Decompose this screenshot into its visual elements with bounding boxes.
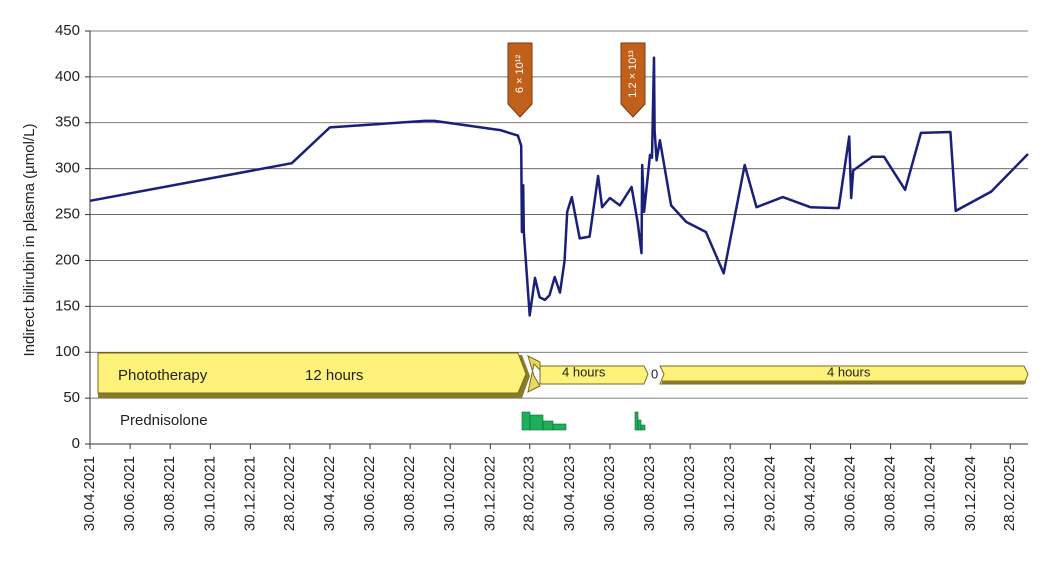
prednisolone-doses <box>521 411 646 431</box>
phototherapy-bar <box>97 352 527 394</box>
phototherapy-duration: 12 hours <box>305 367 363 384</box>
y-tick-label: 150 <box>55 297 80 314</box>
dose-step <box>640 424 646 431</box>
phototherapy-duration: 4 hours <box>562 364 606 379</box>
dose-label: 6 × 10¹² <box>514 55 526 94</box>
y-tick-label: 250 <box>55 206 80 223</box>
y-tick-label: 0 <box>72 435 80 452</box>
dose-step <box>552 423 567 431</box>
phototherapy-label: Phototherapy <box>118 367 208 384</box>
taper <box>527 355 541 393</box>
x-tick-label: 28.02.2025 <box>1001 456 1018 531</box>
phototherapy-duration: 4 hours <box>827 364 871 379</box>
dose-step <box>637 419 642 431</box>
x-tick-label: 30.04.2023 <box>561 456 578 531</box>
y-tick-label: 50 <box>63 389 80 406</box>
x-tick-label: 30.04.2022 <box>321 456 338 531</box>
phototherapy-bar <box>539 365 649 385</box>
x-tick-label: 30.08.2021 <box>161 456 178 531</box>
x-tick-label: 30.12.2022 <box>481 456 498 531</box>
plot <box>89 56 1029 317</box>
x-tick-label: 29.02.2024 <box>761 456 778 531</box>
x-tick-label: 30.06.2021 <box>121 456 138 531</box>
y-tick-label: 350 <box>55 114 80 131</box>
x-tick-label: 30.04.2021 <box>81 456 98 531</box>
y-tick-label: 450 <box>55 22 80 39</box>
x-tick-label: 28.02.2022 <box>281 456 298 531</box>
grid: 0 50 100 150 200 250 300 350 400 450 30.04.2021 30.… <box>55 22 1028 531</box>
line <box>89 56 1029 317</box>
phototherapy-bars <box>97 352 1029 398</box>
dose-label: 1.2 × 10¹³ <box>627 50 639 98</box>
dose-marker <box>507 42 533 118</box>
phototherapy-bar <box>659 365 1029 385</box>
phototherapy-duration: 0 <box>651 366 658 381</box>
y-tick-label: 400 <box>55 68 80 85</box>
x-tick-label: 30.06.2024 <box>841 456 858 531</box>
x-tick-label: 30.12.2021 <box>241 456 258 531</box>
y-axis-label: Indirect bilirubin in plasma (µmol/L) <box>21 124 38 357</box>
x-tick-label: 30.12.2024 <box>962 456 979 531</box>
x-tick-label: 30.10.2021 <box>201 456 218 531</box>
dose-marker <box>620 42 646 118</box>
x-tick-label: 30.04.2024 <box>801 456 818 531</box>
y-tick-label: 300 <box>55 160 80 177</box>
x-tick-label: 30.12.2023 <box>721 456 738 531</box>
dose-step <box>542 420 554 431</box>
y-tick-label: 100 <box>55 343 80 360</box>
x-tick-label: 30.08.2023 <box>641 456 658 531</box>
x-tick-label: 30.06.2022 <box>361 456 378 531</box>
x-tick-label: 30.06.2023 <box>601 456 618 531</box>
dose-step <box>529 414 544 431</box>
dose-step <box>521 411 531 431</box>
x-tick-label: 30.08.2022 <box>401 456 418 531</box>
x-tick-label: 30.08.2024 <box>882 456 899 531</box>
x-tick-label: 30.10.2024 <box>922 456 939 531</box>
y-tick-label: 200 <box>55 251 80 268</box>
prednisolone-label: Prednisolone <box>120 412 208 429</box>
x-tick-label: 30.10.2023 <box>681 456 698 531</box>
x-tick-label: 30.10.2022 <box>441 456 458 531</box>
dose-step <box>634 411 639 431</box>
x-tick-label: 28.02.2023 <box>521 456 538 531</box>
